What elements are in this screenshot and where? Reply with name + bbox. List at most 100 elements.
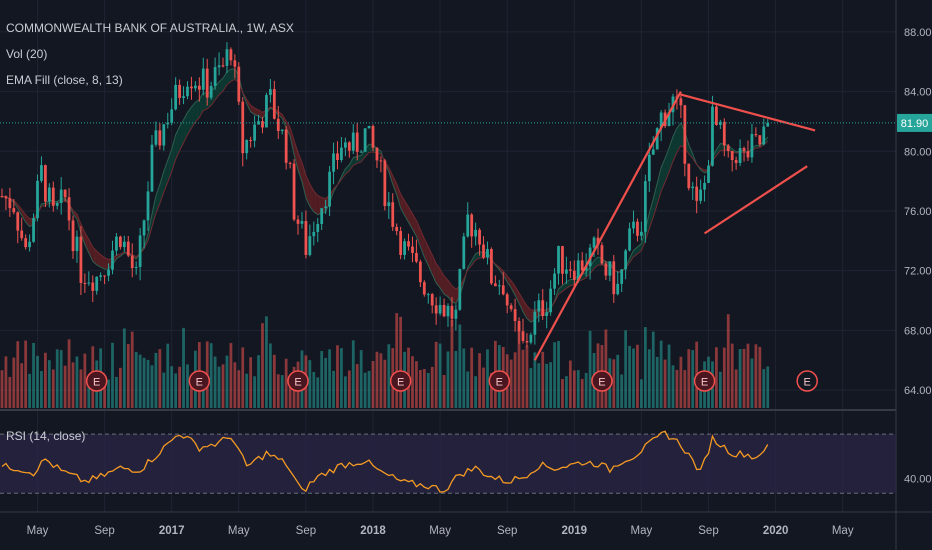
candle-body[interactable] xyxy=(336,153,339,160)
candle-body[interactable] xyxy=(347,142,351,151)
candle-body[interactable] xyxy=(450,305,454,319)
candle-body[interactable] xyxy=(55,203,59,206)
candle-body[interactable] xyxy=(667,112,671,127)
candle-body[interactable] xyxy=(616,283,620,295)
earnings-circle[interactable] xyxy=(488,370,511,392)
candle-body[interactable] xyxy=(213,67,217,86)
candle-body[interactable] xyxy=(20,230,24,239)
candle-body[interactable] xyxy=(217,65,221,68)
candle-body[interactable] xyxy=(434,305,438,314)
candle-body[interactable] xyxy=(304,221,308,255)
candle-body[interactable] xyxy=(415,252,418,262)
candle-body[interactable] xyxy=(194,85,197,89)
candle-body[interactable] xyxy=(296,219,300,224)
candle-body[interactable] xyxy=(51,187,55,206)
candle-body[interactable] xyxy=(505,294,509,306)
candle-body[interactable] xyxy=(288,162,292,164)
candle-body[interactable] xyxy=(142,220,146,236)
candle-body[interactable] xyxy=(316,224,320,232)
candle-body[interactable] xyxy=(375,147,379,161)
candle-body[interactable] xyxy=(32,218,35,242)
earnings-circle[interactable] xyxy=(591,370,613,392)
candle-body[interactable] xyxy=(59,189,63,204)
earnings-circle[interactable] xyxy=(389,370,412,392)
candle-body[interactable] xyxy=(537,300,541,312)
candle-body[interactable] xyxy=(44,165,47,202)
candle-body[interactable] xyxy=(272,89,276,119)
candle-body[interactable] xyxy=(379,160,383,162)
earnings-marker[interactable]: E xyxy=(389,370,412,392)
candle-body[interactable] xyxy=(407,241,410,247)
candle-body[interactable] xyxy=(628,228,631,251)
volume-legend[interactable]: Vol (20) xyxy=(6,47,48,61)
candle-body[interactable] xyxy=(63,189,67,198)
candle-body[interactable] xyxy=(604,263,608,276)
candles[interactable] xyxy=(0,42,770,348)
candle-body[interactable] xyxy=(608,261,612,276)
candle-body[interactable] xyxy=(367,125,371,129)
candle-body[interactable] xyxy=(292,163,296,220)
trendlines[interactable] xyxy=(533,91,816,361)
candle-body[interactable] xyxy=(190,86,193,89)
candle-body[interactable] xyxy=(162,124,166,146)
candle-body[interactable] xyxy=(683,105,687,164)
candle-body[interactable] xyxy=(182,96,185,98)
candle-body[interactable] xyxy=(24,238,28,248)
candle-body[interactable] xyxy=(517,320,521,332)
candle-body[interactable] xyxy=(411,246,414,253)
candle-body[interactable] xyxy=(659,112,663,129)
candle-body[interactable] xyxy=(584,266,588,271)
candle-body[interactable] xyxy=(691,186,695,189)
candle-body[interactable] xyxy=(265,94,268,128)
earnings-marker[interactable]: E xyxy=(287,370,309,392)
candle-body[interactable] xyxy=(107,269,110,276)
candle-body[interactable] xyxy=(268,89,272,95)
candle-body[interactable] xyxy=(576,260,580,280)
candle-body[interactable] xyxy=(640,231,643,236)
candle-body[interactable] xyxy=(742,148,746,152)
candle-body[interactable] xyxy=(36,180,39,219)
candle-body[interactable] xyxy=(462,236,466,269)
candle-body[interactable] xyxy=(340,147,343,160)
candle-body[interactable] xyxy=(513,309,517,321)
candle-body[interactable] xyxy=(363,128,367,152)
candle-body[interactable] xyxy=(722,121,726,146)
candle-body[interactable] xyxy=(115,236,118,251)
candle-body[interactable] xyxy=(308,236,312,255)
candle-body[interactable] xyxy=(0,196,4,198)
candle-body[interactable] xyxy=(679,98,683,106)
trendline-upper-triangle[interactable] xyxy=(680,93,816,132)
candle-body[interactable] xyxy=(8,198,12,209)
candle-body[interactable] xyxy=(647,154,651,182)
candle-body[interactable] xyxy=(557,246,560,274)
candle-body[interactable] xyxy=(16,212,20,231)
candle-body[interactable] xyxy=(715,106,718,125)
candle-body[interactable] xyxy=(387,202,391,207)
earnings-circle[interactable] xyxy=(287,370,309,392)
candle-body[interactable] xyxy=(620,269,624,284)
candle-body[interactable] xyxy=(699,189,702,201)
candle-body[interactable] xyxy=(643,181,647,232)
candle-body[interactable] xyxy=(150,144,154,192)
candle-body[interactable] xyxy=(75,236,79,252)
candle-body[interactable] xyxy=(221,65,225,67)
candle-body[interactable] xyxy=(501,285,505,295)
candle-body[interactable] xyxy=(79,236,83,283)
candle-body[interactable] xyxy=(332,153,335,172)
candle-body[interactable] xyxy=(521,331,525,341)
candle-body[interactable] xyxy=(328,171,331,207)
candle-body[interactable] xyxy=(403,241,406,255)
candle-body[interactable] xyxy=(458,268,462,310)
candle-body[interactable] xyxy=(553,273,556,289)
candle-body[interactable] xyxy=(197,85,201,90)
earnings-circle[interactable] xyxy=(188,370,211,392)
candle-body[interactable] xyxy=(170,109,174,123)
candle-body[interactable] xyxy=(371,125,375,148)
candle-body[interactable] xyxy=(205,68,209,98)
candle-body[interactable] xyxy=(636,221,639,236)
candle-body[interactable] xyxy=(612,261,616,295)
candle-body[interactable] xyxy=(466,214,470,237)
candle-body[interactable] xyxy=(67,197,71,221)
candle-body[interactable] xyxy=(320,208,324,225)
